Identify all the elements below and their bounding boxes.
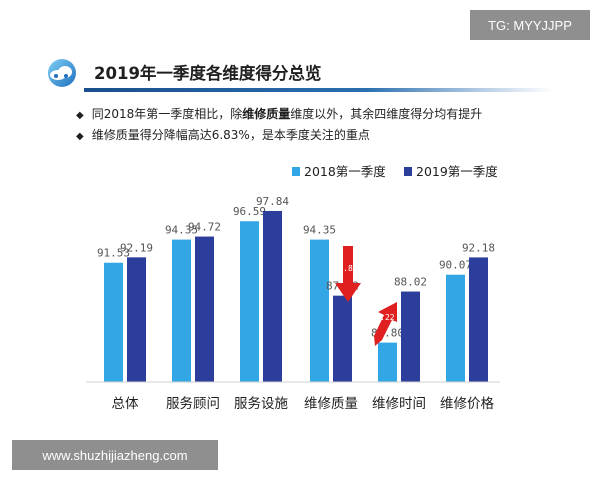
bar-1-3 [240, 221, 259, 382]
bar-2-2 [195, 236, 214, 382]
red-arrow-icon [335, 246, 361, 302]
bar-2-6 [469, 257, 488, 382]
tg-tag: TG: MYYJJPP [470, 10, 590, 40]
value-label-2-3: 97.84 [256, 195, 289, 208]
legend-swatch-1 [292, 167, 300, 176]
value-label-1-2: 94.35 [165, 224, 198, 237]
value-label-1-6: 90.07 [439, 259, 472, 272]
watermark: www.shuzhijiazheng.com [12, 440, 218, 470]
bullet-1-bold: 维修质量 [242, 107, 291, 121]
bullet-1-pre: 同2018年第一季度相比，除 [91, 107, 243, 121]
bar-1-5 [378, 342, 397, 382]
legend-label-1: 2018第一季度 [304, 164, 386, 179]
value-label-1-4: 94.35 [303, 224, 336, 237]
category-label-4: 维修质量 [304, 396, 358, 412]
legend-label-2: 2019第一季度 [416, 164, 498, 179]
bar-chart: 2018第一季度 2019第一季度91.5392.19总体94.3594.72服务… [86, 164, 500, 412]
diamond-icon: ◆ [76, 131, 84, 142]
diamond-icon: ◆ [76, 110, 84, 121]
category-label-3: 服务设施 [234, 396, 288, 412]
page-title: 2019年一季度各维度得分总览 [94, 64, 322, 83]
bullet-1: ◆ 同2018年第一季度相比，除维修质量维度以外，其余四维度得分均有提升 [76, 105, 482, 122]
bullet-2: ◆ 维修质量得分降幅高达6.83%，是本季度关注的重点 [76, 126, 370, 143]
value-label-1-1: 91.53 [97, 247, 130, 260]
value-label-2-2: 94.72 [188, 221, 221, 234]
category-label-6: 维修价格 [440, 396, 494, 412]
red-arrow-icon [374, 302, 397, 346]
legend-swatch-2 [404, 167, 412, 176]
bar-2-1 [127, 257, 146, 382]
value-label-2-6: 92.18 [462, 241, 495, 254]
cloud-logo-icon [48, 59, 76, 87]
bar-1-6 [446, 274, 465, 382]
category-label-2: 服务顾问 [166, 396, 220, 412]
category-label-1: 总体 [112, 396, 139, 412]
bar-1-4 [310, 239, 329, 382]
bar-1-2 [172, 239, 191, 382]
value-label-2-5: 88.02 [394, 276, 427, 289]
category-label-5: 维修时间 [372, 396, 426, 412]
bar-2-5 [401, 291, 420, 382]
annotation-label-2: 6.22 [375, 313, 394, 322]
value-label-2-1: 92.19 [120, 241, 153, 254]
title-underline [84, 88, 554, 92]
bar-1-1 [104, 262, 123, 382]
value-label-1-3: 96.59 [233, 205, 266, 218]
bar-2-3 [263, 210, 282, 382]
bullet-1-post: 维度以外，其余四维度得分均有提升 [290, 107, 483, 121]
bullet-2-text: 维修质量得分降幅高达6.83%，是本季度关注的重点 [91, 128, 370, 142]
bar-2-4 [333, 295, 352, 382]
annotation-label-1: 6.83 [338, 264, 357, 273]
